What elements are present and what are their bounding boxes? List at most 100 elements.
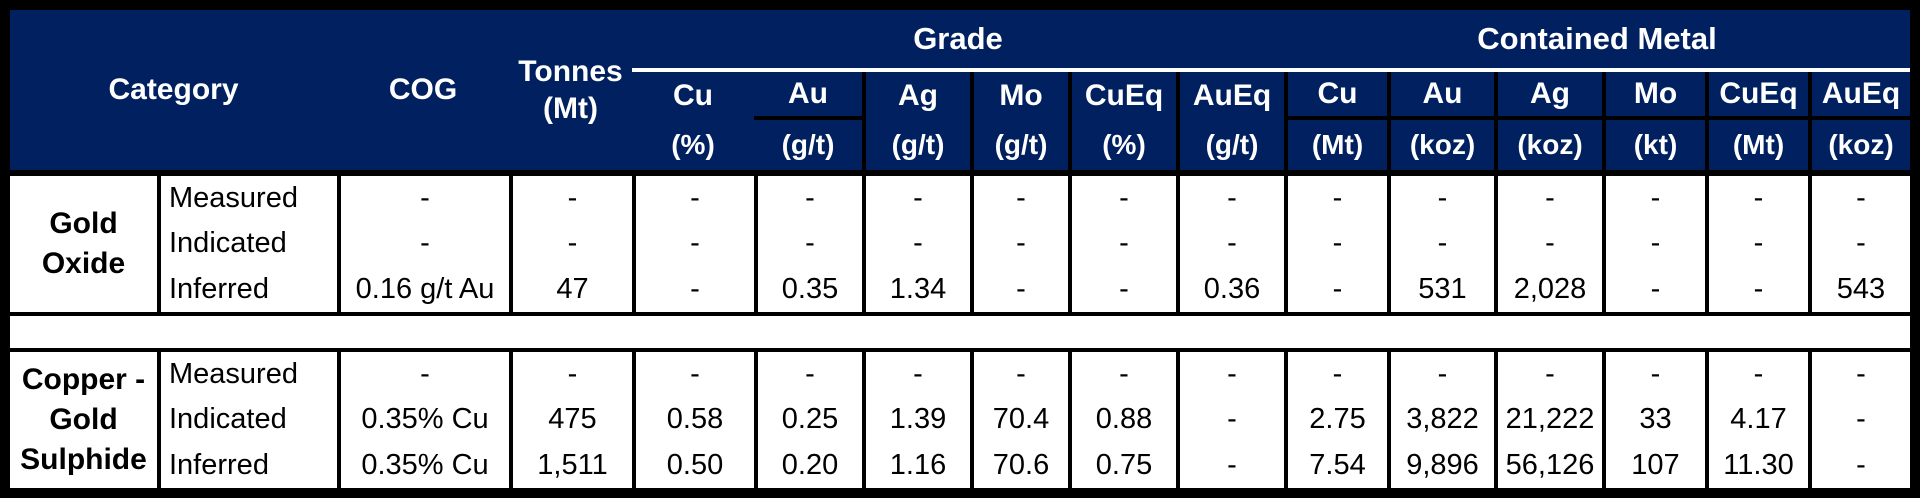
- indicated-value: 0.58: [666, 403, 724, 436]
- category-line: Gold: [49, 207, 118, 240]
- inferred-value: 0.35% Cu: [361, 448, 489, 481]
- measured-value: -: [567, 182, 578, 215]
- measured-value: -: [913, 358, 923, 391]
- inferred-value: 9,896: [1406, 448, 1479, 481]
- header-tonnes-label: Tonnes: [518, 55, 623, 88]
- inferred-value: 543: [1836, 272, 1886, 305]
- header-tonnes: Tonnes (Mt): [509, 10, 632, 170]
- inferred-value: 0.75: [1095, 448, 1153, 481]
- tonnes-cell: - 475 1,511: [509, 352, 632, 488]
- header-metal-ag-unit: (koz): [1494, 120, 1602, 170]
- metal-cu-cell: - 2.75 7.54: [1284, 352, 1387, 488]
- indicated-value: -: [1856, 227, 1866, 260]
- header-metal-aueq-unit: (koz): [1808, 120, 1910, 170]
- classification-cell: Measured Indicated Inferred: [157, 352, 337, 488]
- header-grade-mo-unit: (g/t): [970, 120, 1068, 170]
- grade-ag-cell: - - 1.34: [862, 176, 970, 312]
- metal-cueq-cell: - - -: [1705, 176, 1808, 312]
- category-cell: Gold Oxide: [10, 176, 157, 312]
- header-grade-au: Au: [754, 72, 862, 120]
- metal-mo-cell: - - -: [1602, 176, 1705, 312]
- grade-mo-cell: - - -: [970, 176, 1068, 312]
- indicated-value: -: [805, 227, 815, 260]
- header-group-contained-metal: Contained Metal: [1284, 10, 1910, 72]
- measured-value: -: [1332, 182, 1343, 215]
- indicated-value: -: [1332, 227, 1343, 260]
- inferred-value: -: [1753, 272, 1764, 305]
- inferred-value: 107: [1631, 448, 1680, 481]
- metal-cueq-cell: - 4.17 11.30: [1705, 352, 1808, 488]
- indicated-value: 0.35% Cu: [361, 403, 489, 436]
- inferred-value: 0.16 g/t Au: [355, 272, 495, 305]
- grade-mo-cell: - 70.4 70.6: [970, 352, 1068, 488]
- metal-aueq-cell: - - -: [1808, 352, 1910, 488]
- metal-cu-cell: - - -: [1284, 176, 1387, 312]
- header-metal-mo-unit: (kt): [1602, 120, 1705, 170]
- indicated-value: -: [1856, 403, 1866, 436]
- measured-value: -: [1016, 182, 1026, 215]
- indicated-value: 4.17: [1730, 403, 1787, 436]
- header-grade-mo: Mo: [970, 72, 1068, 120]
- inferred-value: 47: [556, 272, 589, 305]
- indicated-value: -: [690, 227, 700, 260]
- header-grade-cueq-unit: (%): [1068, 120, 1176, 170]
- indicated-value: -: [1119, 227, 1129, 260]
- measured-value: -: [1650, 358, 1661, 391]
- measured-value: -: [1753, 182, 1764, 215]
- measured-value: -: [805, 358, 815, 391]
- header-tonnes-unit: (Mt): [543, 92, 598, 125]
- table-header: Category COG Tonnes (Mt) Grade Contained…: [10, 10, 1910, 176]
- measured-value: -: [1545, 182, 1555, 215]
- inferred-value: -: [1227, 448, 1237, 481]
- measured-value: -: [420, 182, 430, 215]
- inferred-value: 0.35: [781, 272, 839, 305]
- measured-value: -: [1856, 358, 1866, 391]
- grade-aueq-cell: - - -: [1176, 352, 1284, 488]
- grade-cueq-cell: - 0.88 0.75: [1068, 352, 1176, 488]
- header-grade-aueq-unit: (g/t): [1176, 120, 1284, 170]
- header-category: Category: [108, 73, 239, 106]
- metal-ag-cell: - 21,222 56,126: [1494, 352, 1602, 488]
- header-group-grade: Grade: [632, 10, 1284, 72]
- header-grade-au-unit: (g/t): [781, 129, 835, 160]
- header-grade-aueq: AuEq: [1176, 72, 1284, 120]
- header-metal-cueq-unit: (Mt): [1705, 120, 1808, 170]
- grade-ag-cell: - 1.39 1.16: [862, 352, 970, 488]
- indicated-value: -: [1437, 227, 1448, 260]
- indicated-value: -: [1227, 227, 1237, 260]
- grade-aueq-cell: - - 0.36: [1176, 176, 1284, 312]
- measured-value: -: [1119, 358, 1129, 391]
- measured-value: -: [1753, 358, 1764, 391]
- inferred-value: 2,028: [1513, 272, 1587, 305]
- inferred-value: 1.34: [889, 272, 947, 305]
- header-cog: COG: [388, 73, 458, 106]
- header-metal-aueq: AuEq: [1808, 72, 1910, 120]
- category-cell: Copper - Gold Sulphide: [10, 352, 157, 488]
- indicated-value: 475: [548, 403, 597, 436]
- measured-value: -: [690, 182, 700, 215]
- section-gold-oxide: Gold Oxide Measured Indicated Inferred -…: [10, 176, 1910, 312]
- header-grade-cu: Cu: [673, 79, 713, 112]
- measured-value: -: [1227, 182, 1237, 215]
- grade-cu-cell: - - -: [632, 176, 754, 312]
- inferred-value: 56,126: [1505, 448, 1595, 481]
- header-metal-ag: Ag: [1494, 72, 1602, 120]
- inferred-value: 0.36: [1203, 272, 1261, 305]
- grade-au-cell: - 0.25 0.20: [754, 352, 862, 488]
- grade-cu-cell: - 0.58 0.50: [632, 352, 754, 488]
- indicated-value: -: [420, 227, 430, 260]
- grade-cueq-cell: - - -: [1068, 176, 1176, 312]
- indicated-value: 2.75: [1309, 403, 1366, 436]
- inferred-value: 0.50: [666, 448, 724, 481]
- section-copper-gold-sulphide: Copper - Gold Sulphide Measured Indicate…: [10, 352, 1910, 488]
- header-metal-au: Au: [1387, 72, 1494, 120]
- header-metal-cu-unit: (Mt): [1284, 120, 1387, 170]
- inferred-value: -: [1650, 272, 1661, 305]
- inferred-value: 531: [1418, 272, 1467, 305]
- indicated-value: -: [1227, 403, 1237, 436]
- indicated-value: 0.88: [1095, 403, 1153, 436]
- indicated-value: -: [913, 227, 923, 260]
- indicated-value: 0.25: [781, 403, 839, 436]
- header-metal-cu: Cu: [1284, 72, 1387, 120]
- inferred-value: -: [1856, 448, 1866, 481]
